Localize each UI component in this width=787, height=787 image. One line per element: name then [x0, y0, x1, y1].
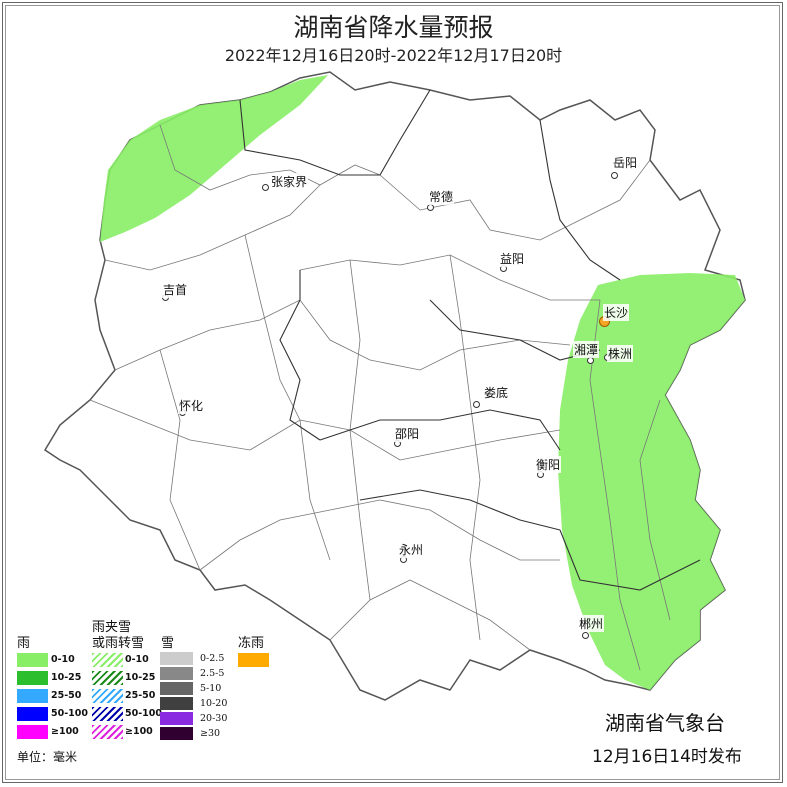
city-label: 常德 [428, 188, 455, 205]
legend-snow-label: 10-20 [200, 698, 228, 709]
legend-rain-label: 25-50 [51, 690, 82, 701]
legend-sleet-title-2: 或雨转雪 [92, 636, 145, 651]
legend-sleet-swatch [92, 671, 123, 685]
legend-snow-swatch [160, 652, 193, 665]
inner-frame [5, 5, 780, 780]
legend-snow-swatch [160, 667, 193, 680]
city-marker-icon [587, 357, 594, 364]
city-label: 永州 [398, 541, 425, 558]
legend-snow-swatch [160, 712, 193, 725]
city-marker-icon [262, 184, 269, 191]
rain-area-northwest [100, 75, 328, 242]
city-marker-icon [427, 204, 434, 211]
map-subtitle: 2022年12月16日20时-2022年12月17日20时 [224, 46, 563, 65]
rain-area-east [558, 273, 745, 690]
issuer: 湖南省气象台 [605, 711, 725, 735]
legend-snow-label: 2.5-5 [200, 668, 225, 679]
city-label: 益阳 [499, 250, 526, 267]
legend-rain-swatch [17, 707, 48, 721]
city-label: 张家界 [270, 173, 309, 190]
city-label: 郴州 [578, 615, 605, 632]
legend-snow-label: 20-30 [200, 713, 228, 724]
city-label: 株洲 [607, 345, 634, 362]
legend-rain-swatch [17, 725, 48, 739]
city-label: 湘潭 [573, 341, 600, 358]
legend-rain-swatch [17, 689, 48, 703]
city-marker-icon [582, 632, 589, 639]
legend-snow-label: 5-10 [200, 683, 222, 694]
legend-snow-swatch [160, 727, 193, 740]
city-label: 吉首 [162, 281, 189, 298]
legend-rain-label: 50-100 [51, 708, 88, 719]
legend-sleet-label: ≥100 [125, 726, 153, 737]
legend-snow-swatch [160, 682, 193, 695]
legend-rain-label: 10-25 [51, 672, 82, 683]
city-label: 衡阳 [535, 456, 562, 473]
city-label: 怀化 [178, 397, 205, 414]
city-label: 邵阳 [394, 425, 421, 442]
legend-sleet-swatch [92, 725, 123, 739]
city-label: 长沙 [603, 304, 630, 321]
legend-snow-title: 雪 [161, 636, 175, 651]
legend-sleet-label: 50-100 [125, 708, 162, 719]
legend-freezing-rain-swatch [238, 653, 269, 667]
legend-snow-label: 0-2.5 [200, 653, 225, 664]
legend-sleet-label: 0-10 [125, 654, 149, 665]
city-marker-icon [473, 401, 480, 408]
legend-rain-label: ≥100 [51, 726, 79, 737]
city-label: 岳阳 [612, 154, 639, 171]
city-label: 娄底 [483, 384, 510, 401]
legend-sleet-swatch [92, 653, 123, 667]
issue-time: 12月16日14时发布 [592, 747, 742, 767]
legend-sleet-label: 10-25 [125, 672, 156, 683]
legend-freezing-rain-title: 冻雨 [238, 636, 265, 651]
legend-unit: 单位：毫米 [17, 750, 78, 764]
legend-sleet-label: 25-50 [125, 690, 156, 701]
legend-rain-label: 0-10 [51, 654, 75, 665]
legend-snow-label: ≥30 [200, 728, 221, 739]
legend-rain-title: 雨 [17, 636, 31, 651]
legend-snow-swatch [160, 697, 193, 710]
legend-rain-swatch [17, 671, 48, 685]
map-title: 湖南省降水量预报 [293, 13, 494, 42]
city-marker-icon [611, 172, 618, 179]
legend-sleet-swatch [92, 707, 123, 721]
legend-sleet-title-1: 雨夹雪 [92, 620, 132, 635]
legend-sleet-swatch [92, 689, 123, 703]
legend-rain-swatch [17, 653, 48, 667]
